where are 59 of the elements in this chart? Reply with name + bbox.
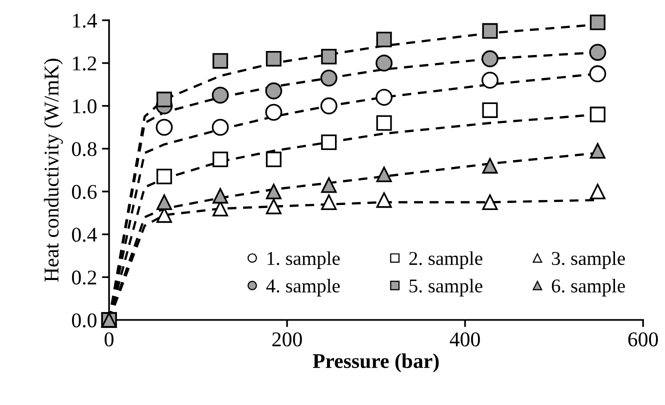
legend-label: 4. sample	[266, 278, 340, 296]
x-tick-label: 400	[450, 332, 480, 346]
x-tick-label: 0	[104, 332, 114, 346]
point	[265, 104, 282, 121]
point	[482, 158, 498, 174]
legend-label: 3. sample	[552, 251, 625, 269]
point	[376, 54, 393, 72]
point	[376, 166, 392, 182]
point	[482, 194, 498, 210]
point	[590, 184, 606, 200]
point	[482, 102, 498, 118]
legend-label: 5. sample	[410, 278, 482, 296]
point	[212, 53, 228, 69]
point	[321, 134, 337, 150]
legend-label: 2. sample	[409, 251, 482, 269]
point	[156, 118, 173, 136]
y-tick-label: 0.4	[72, 228, 97, 242]
y-axis-title: Heat conductivity (W/mK)	[44, 58, 63, 282]
x-tick-label: 600	[628, 332, 658, 346]
point	[266, 152, 282, 168]
legend-label: 6. sample	[552, 278, 625, 296]
point	[266, 184, 282, 200]
point	[212, 152, 228, 168]
point	[266, 198, 282, 214]
point	[590, 106, 606, 122]
point	[266, 51, 282, 67]
point	[321, 194, 337, 210]
point	[321, 48, 337, 64]
legend-label: 1. sample	[268, 251, 340, 269]
point	[265, 82, 282, 100]
y-tick-label: 1.0	[73, 99, 96, 114]
y-tick-label: 1.2	[73, 56, 96, 71]
point	[376, 32, 392, 48]
point	[212, 118, 229, 136]
point	[482, 50, 498, 68]
point	[320, 97, 338, 114]
y-tick-label: 1.4	[73, 14, 97, 28]
y-tick-label: 0.2	[72, 270, 96, 285]
point	[156, 92, 172, 108]
x-axis-title: Pressure (bar)	[312, 353, 439, 372]
point	[321, 177, 337, 193]
point	[376, 192, 392, 208]
point	[156, 194, 172, 210]
y-tick-label: 0.0	[72, 313, 96, 328]
x-tick-label: 200	[272, 332, 302, 346]
point	[589, 65, 606, 82]
point	[589, 44, 606, 61]
y-tick-label: 0.8	[72, 142, 96, 156]
point	[590, 143, 606, 159]
point	[320, 70, 338, 87]
point	[482, 72, 498, 89]
point	[482, 23, 498, 39]
y-tick-label: 0.6	[72, 184, 97, 200]
point	[212, 86, 229, 104]
point	[156, 168, 172, 184]
point	[590, 14, 606, 30]
point	[376, 115, 392, 131]
point	[376, 88, 393, 106]
point	[212, 188, 228, 204]
